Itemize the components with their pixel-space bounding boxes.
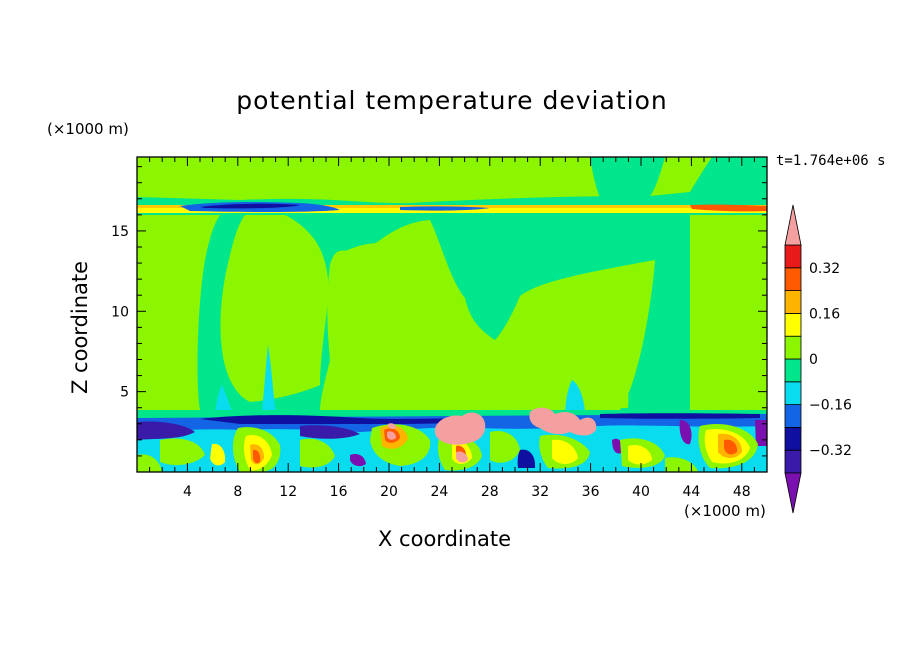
colorbar-tick-label: −0.32 [809, 443, 852, 459]
colorbar-high-arrow [784, 204, 802, 246]
tropopause-right-orange [690, 204, 767, 212]
colorbar-box [784, 426, 802, 451]
y-tick-label: 15 [111, 224, 129, 240]
bl-purple-44 [679, 420, 692, 445]
upper-green-patch [590, 157, 665, 198]
upper-green-pocket-right [503, 337, 629, 408]
bl-purple-mid [300, 425, 360, 439]
x-tick-label: 32 [531, 484, 549, 500]
z-axis-multiplier: (×1000 m) [47, 120, 129, 138]
x-tick-label: 24 [430, 484, 448, 500]
colorbar-tick-label: 0.32 [809, 261, 840, 277]
x-tick-label: 12 [279, 484, 297, 500]
x-tick-label: 28 [481, 484, 499, 500]
colorbar-box [784, 358, 802, 383]
x-tick-label: 40 [632, 484, 650, 500]
bl-purple-lowmid [350, 454, 366, 467]
colorbar-tick-label: 0.16 [809, 306, 840, 322]
bl-red-46 [724, 439, 738, 455]
tropopause-mid-blue [400, 206, 490, 211]
bl-purple-left [137, 421, 195, 440]
pink-thermal-26-low [456, 451, 468, 463]
upper-green-pocket-mid [333, 243, 470, 408]
x-tick-label: 4 [183, 484, 192, 500]
x-tick-label: 20 [380, 484, 398, 500]
colorbar-box [784, 244, 802, 269]
x-axis-multiplier: (×1000 m) [684, 502, 766, 520]
pink-thermal-26 [434, 412, 486, 445]
tropopause-left-dark [200, 203, 300, 209]
x-tick-label: 8 [233, 484, 242, 500]
bl-pink-20 [387, 431, 396, 440]
cyan-plume-12 [262, 345, 276, 412]
bl-dark-lowright [517, 449, 536, 468]
bl-yellow-38 [552, 439, 578, 464]
cyan-plume-34 [565, 380, 585, 412]
x-tick-label: 44 [682, 484, 700, 500]
bl-green-left [160, 438, 205, 466]
bl-green-16 [300, 438, 335, 468]
colorbar-low-arrow [784, 472, 802, 514]
colorbar-tick-label: −0.16 [809, 398, 852, 414]
x-tick-label: 16 [330, 484, 348, 500]
bl-yellow-12 [210, 443, 226, 466]
bl-green-lowright [665, 457, 698, 472]
pink-thermal-20 [388, 423, 396, 430]
colorbar: 0.32 0.16 0 −0.16 −0.32 [784, 204, 852, 514]
x-tick-label: 36 [582, 484, 600, 500]
y-tick-label: 5 [120, 385, 129, 401]
colorbar-box [784, 267, 802, 291]
colorbar-box [784, 312, 802, 337]
colorbar-box [784, 290, 802, 314]
cyan-plume-left [215, 385, 232, 412]
y-tick-label: 10 [111, 304, 129, 320]
colorbar-box [784, 335, 802, 360]
colorbar-box [784, 404, 802, 428]
bl-yellow-40 [628, 444, 652, 465]
bl-green-30 [490, 430, 520, 463]
x-tick-label: 48 [733, 484, 751, 500]
x-axis-label: X coordinate [378, 527, 512, 551]
fleck [536, 238, 564, 248]
boundary-layer-top [137, 410, 767, 418]
time-label: t=1.764e+06 s [776, 153, 886, 169]
contour-field [137, 157, 767, 472]
colorbar-tick-label: 0 [809, 352, 818, 368]
upper-left-pocket [137, 215, 193, 405]
bl-red-8 [253, 449, 261, 464]
colorbar-box [784, 381, 802, 405]
chart-title: potential temperature deviation [236, 86, 668, 115]
fleck [491, 225, 503, 245]
pink-thermal-32 [529, 407, 597, 436]
upper-green-pocket-left [220, 205, 329, 402]
upper-right-band [690, 215, 767, 410]
bl-dark-right [600, 413, 760, 419]
tropopause-lower-edge [137, 213, 767, 215]
bl-dark-band [200, 415, 480, 424]
colorbar-box [784, 449, 802, 474]
bl-green-lowleft [137, 454, 162, 472]
